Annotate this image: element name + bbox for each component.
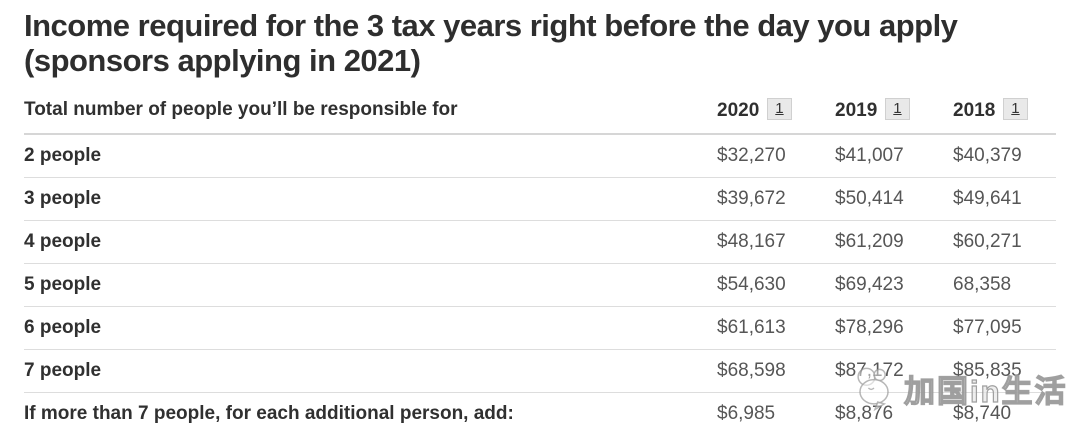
cell-2018: $8,740: [953, 393, 1056, 435]
income-requirements-table: Total number of people you’ll be respons…: [24, 89, 1056, 435]
cell-2019: $50,414: [835, 178, 953, 221]
footnote-1-link-2019[interactable]: 1: [885, 98, 909, 120]
table-row-3-people: 3 people $39,672 $50,414 $49,641: [24, 178, 1056, 221]
cell-2020: $54,630: [717, 264, 835, 307]
cell-2020: $68,598: [717, 350, 835, 393]
header-year-2018: 2018 1: [953, 89, 1056, 134]
cell-2019: $61,209: [835, 221, 953, 264]
row-label: 3 people: [24, 178, 717, 221]
table-row-5-people: 5 people $54,630 $69,423 68,358: [24, 264, 1056, 307]
cell-2019: $69,423: [835, 264, 953, 307]
year-2018-label: 2018: [953, 100, 995, 121]
page-title: Income required for the 3 tax years righ…: [24, 8, 1056, 78]
cell-2020: $61,613: [717, 307, 835, 350]
row-label: 2 people: [24, 134, 717, 178]
cell-2019: $87,172: [835, 350, 953, 393]
row-label: 6 people: [24, 307, 717, 350]
cell-2018: $77,095: [953, 307, 1056, 350]
table-header-row: Total number of people you’ll be respons…: [24, 89, 1056, 134]
row-label: If more than 7 people, for each addition…: [24, 393, 717, 435]
cell-2018: $85,835: [953, 350, 1056, 393]
year-2019-label: 2019: [835, 100, 877, 121]
cell-2018: $60,271: [953, 221, 1056, 264]
header-people-column: Total number of people you’ll be respons…: [24, 89, 717, 134]
cell-2020: $48,167: [717, 221, 835, 264]
row-label: 4 people: [24, 221, 717, 264]
table-row-6-people: 6 people $61,613 $78,296 $77,095: [24, 307, 1056, 350]
cell-2020: $6,985: [717, 393, 835, 435]
footnote-1-link-2018[interactable]: 1: [1003, 98, 1027, 120]
cell-2018: $49,641: [953, 178, 1056, 221]
page-title-line-2: (sponsors applying in 2021): [24, 43, 1056, 78]
page-title-line-1: Income required for the 3 tax years righ…: [24, 8, 1056, 43]
header-year-2020: 2020 1: [717, 89, 835, 134]
cell-2019: $41,007: [835, 134, 953, 178]
cell-2020: $32,270: [717, 134, 835, 178]
footnote-1-link-2020[interactable]: 1: [767, 98, 791, 120]
cell-2018: $40,379: [953, 134, 1056, 178]
table-row-additional-person: If more than 7 people, for each addition…: [24, 393, 1056, 435]
cell-2020: $39,672: [717, 178, 835, 221]
cell-2019: $8,876: [835, 393, 953, 435]
table-row-2-people: 2 people $32,270 $41,007 $40,379: [24, 134, 1056, 178]
table-row-7-people: 7 people $68,598 $87,172 $85,835: [24, 350, 1056, 393]
row-label: 5 people: [24, 264, 717, 307]
year-2020-label: 2020: [717, 100, 759, 121]
table-row-4-people: 4 people $48,167 $61,209 $60,271: [24, 221, 1056, 264]
header-year-2019: 2019 1: [835, 89, 953, 134]
row-label: 7 people: [24, 350, 717, 393]
cell-2019: $78,296: [835, 307, 953, 350]
cell-2018: 68,358: [953, 264, 1056, 307]
